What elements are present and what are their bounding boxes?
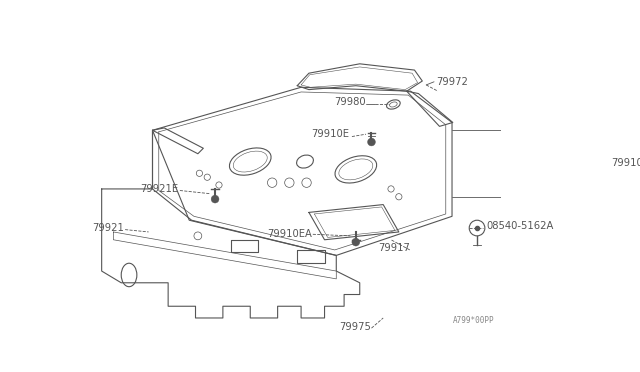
Text: A799*00PP: A799*00PP — [452, 316, 494, 325]
Text: 79972: 79972 — [436, 77, 468, 87]
Text: 79917: 79917 — [378, 243, 410, 253]
Text: 79975: 79975 — [339, 321, 371, 331]
Text: 79910: 79910 — [612, 158, 640, 168]
Text: 79980: 79980 — [334, 97, 366, 107]
Text: 79921E: 79921E — [140, 184, 179, 194]
Circle shape — [352, 238, 360, 246]
Text: 79910E: 79910E — [312, 129, 349, 139]
Text: 79921: 79921 — [92, 223, 124, 233]
Circle shape — [211, 195, 219, 203]
Text: 08540-5162A: 08540-5162A — [486, 221, 554, 231]
Text: 79910EA: 79910EA — [267, 229, 312, 239]
Circle shape — [367, 138, 376, 146]
